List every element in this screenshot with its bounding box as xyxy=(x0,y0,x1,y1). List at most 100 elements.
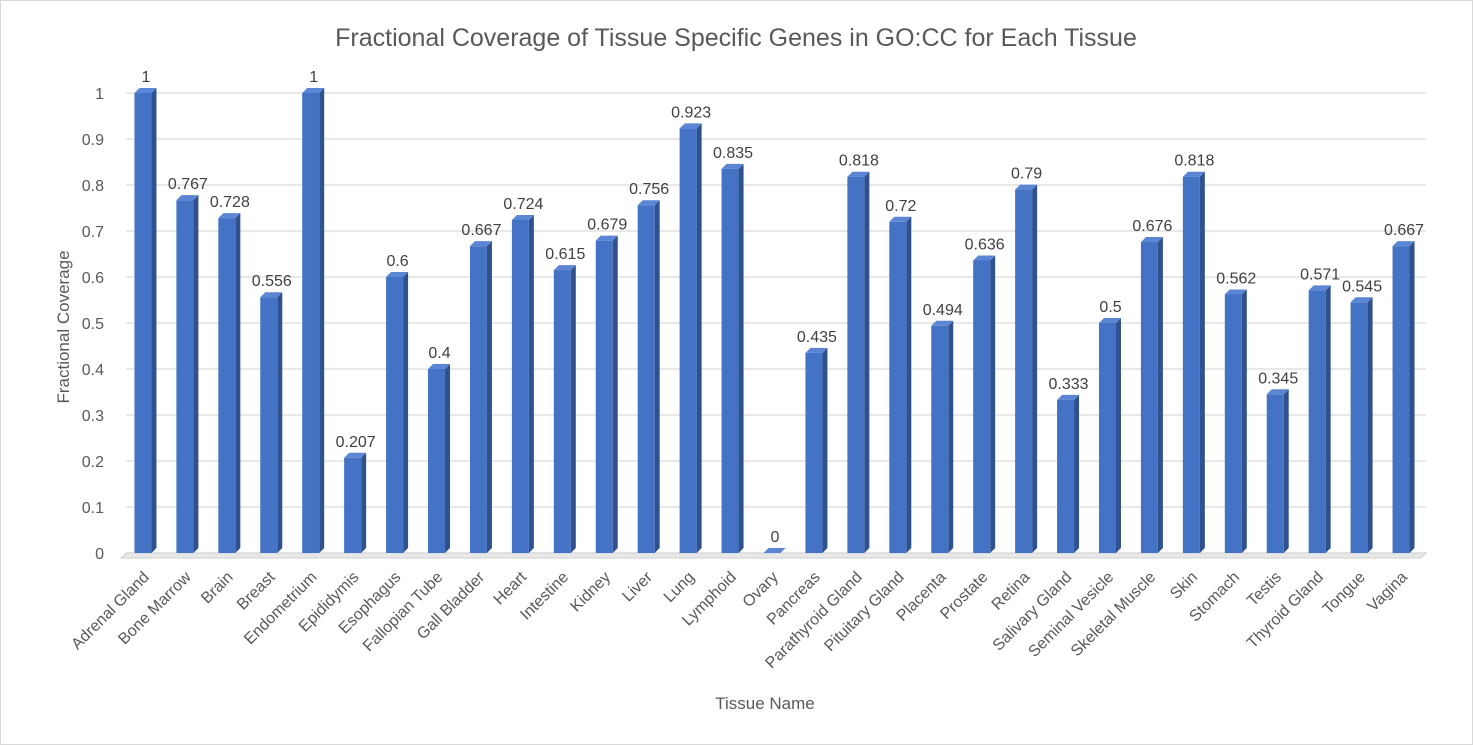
bar xyxy=(679,123,702,554)
bar xyxy=(973,255,996,553)
data-label: 0.724 xyxy=(503,196,543,213)
bar-top xyxy=(973,255,996,261)
data-label: 0.728 xyxy=(210,194,250,211)
bar xyxy=(721,163,744,553)
bar xyxy=(1266,389,1289,553)
data-label: 0.4 xyxy=(428,345,450,362)
bar-top xyxy=(595,235,618,241)
bar-top xyxy=(1308,285,1331,291)
bar-side xyxy=(486,241,492,553)
data-label: 0.756 xyxy=(629,181,669,198)
y-tick-label: 0.7 xyxy=(82,224,104,241)
bar-top xyxy=(1392,241,1415,247)
y-axis-ticks: 0 0.1 0.2 0.3 0.4 0.5 0.6 0.7 0.8 0.9 1 xyxy=(82,86,104,563)
y-tick-label: 0.4 xyxy=(82,362,104,379)
bar xyxy=(302,88,325,553)
bar-side xyxy=(1074,394,1080,553)
bar-side xyxy=(612,235,618,553)
data-label: 0.676 xyxy=(1132,218,1172,235)
y-tick-label: 0.9 xyxy=(82,132,104,149)
bar xyxy=(553,265,576,553)
bar-top xyxy=(1140,237,1163,243)
bar xyxy=(1224,289,1247,553)
y-tick-label: 0.2 xyxy=(82,454,104,471)
bar-top xyxy=(847,171,870,177)
bar-top xyxy=(344,452,367,458)
bar-side xyxy=(528,214,534,553)
data-label: 0.545 xyxy=(1342,278,1382,295)
bar-top xyxy=(1224,289,1247,295)
bar-front xyxy=(721,168,739,553)
bar-front xyxy=(260,297,278,553)
data-label: 0.207 xyxy=(336,434,376,451)
data-label: 0.835 xyxy=(713,145,753,162)
x-tick-label: Thyroid Gland xyxy=(1244,569,1327,652)
data-label: 0.494 xyxy=(923,302,963,319)
data-label: 0.636 xyxy=(965,236,1005,253)
bar-top xyxy=(1350,297,1373,303)
data-label: 0.435 xyxy=(797,329,837,346)
data-label: 0.345 xyxy=(1258,370,1298,387)
bar-front xyxy=(469,246,487,553)
bar-front xyxy=(1224,294,1242,553)
bar xyxy=(1392,241,1415,553)
bar-side xyxy=(1032,184,1038,553)
chart-floor xyxy=(119,552,1428,559)
bar-side xyxy=(445,364,451,553)
bars xyxy=(134,88,1415,554)
bar-top xyxy=(931,320,954,326)
y-tick-label: 1 xyxy=(95,86,104,103)
bar-front xyxy=(386,277,404,553)
bar xyxy=(1015,184,1038,553)
x-tick-label: Kidney xyxy=(567,569,614,616)
bar xyxy=(260,292,283,553)
y-axis-title: Fractional Coverage xyxy=(54,250,73,403)
data-label: 0.923 xyxy=(671,104,711,121)
bar-side xyxy=(193,195,199,553)
bar-top xyxy=(302,88,325,93)
bar-side xyxy=(151,88,157,553)
x-tick-label: Skin xyxy=(1167,569,1201,603)
bar-top xyxy=(134,88,157,93)
bar xyxy=(1308,285,1331,553)
bar-front xyxy=(1098,323,1116,553)
bar xyxy=(889,216,912,554)
bar-top xyxy=(218,213,241,219)
data-label: 0.333 xyxy=(1049,376,1089,393)
bar-front xyxy=(679,128,697,554)
y-tick-label: 0 xyxy=(95,546,104,563)
bar-side xyxy=(1283,389,1289,553)
x-tick-label: Bone Marrow xyxy=(115,568,195,648)
bar-side xyxy=(1367,297,1373,553)
data-label: 0.679 xyxy=(587,217,627,234)
bar-front xyxy=(1308,290,1326,553)
data-label: 0.767 xyxy=(168,176,208,193)
bar xyxy=(386,272,409,553)
data-label: 0.615 xyxy=(545,246,585,263)
bar xyxy=(1140,237,1163,554)
bar-front xyxy=(805,352,823,553)
y-tick-label: 0.5 xyxy=(82,316,104,333)
x-tick-label: Heart xyxy=(491,568,531,608)
data-labels: 10.7670.7280.55610.2070.60.40.6670.7240.… xyxy=(142,69,1425,546)
bar-front xyxy=(1266,394,1284,553)
data-label: 0.562 xyxy=(1216,270,1256,287)
x-tick-label: Brain xyxy=(198,569,236,607)
data-label: 0.571 xyxy=(1300,266,1340,283)
bar-side xyxy=(654,200,660,554)
bar-side xyxy=(1157,237,1163,554)
data-label: 0.818 xyxy=(1174,153,1214,170)
bar-front xyxy=(218,218,236,553)
bar-front xyxy=(889,221,907,554)
bar-front xyxy=(553,270,571,553)
bar-top xyxy=(1057,394,1080,400)
bar-side xyxy=(1241,289,1247,553)
bar-side xyxy=(822,347,828,553)
bar-top xyxy=(469,241,492,247)
bar-side xyxy=(1115,318,1121,553)
bar-side xyxy=(235,213,241,553)
bar-front xyxy=(511,219,529,553)
data-label: 0.72 xyxy=(885,198,916,215)
